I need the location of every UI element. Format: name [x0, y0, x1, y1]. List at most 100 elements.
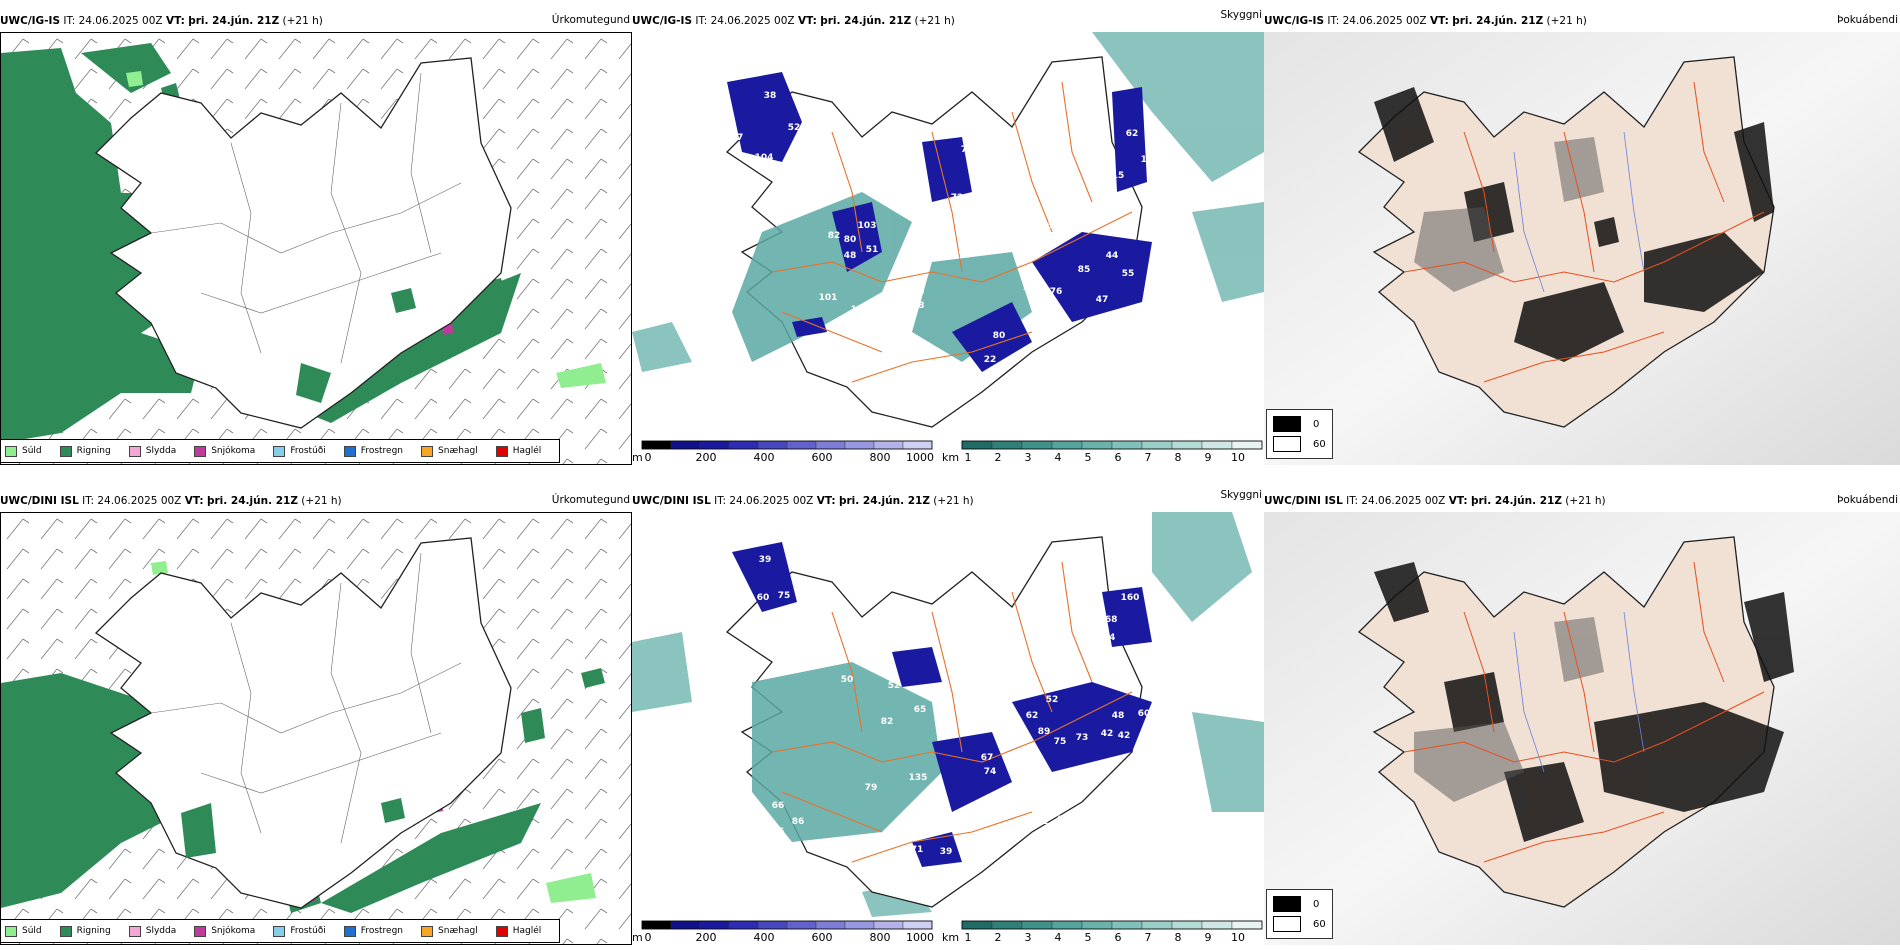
colorbar-bin — [1111, 440, 1143, 450]
iceland-coast — [94, 57, 512, 429]
legend-item: Rigning — [59, 445, 111, 457]
low-cloud-areas — [727, 72, 1152, 372]
cloud-base-colorbar-bins — [641, 920, 933, 930]
panel-header: UWC/DINI ISL IT: 24.06.2025 00Z VT: þri.… — [1264, 490, 1900, 512]
value-label: 106 — [999, 203, 1018, 213]
colorbar-bin — [1201, 920, 1233, 930]
value-label: 156 — [906, 287, 925, 297]
value-label: 48 — [844, 251, 857, 261]
colorbar-bin — [699, 440, 730, 450]
colorbar-bin — [1051, 440, 1083, 450]
visibility-tick: 6 — [1115, 931, 1122, 943]
visibility-tick: 4 — [1055, 451, 1062, 463]
value-label: 75 — [1054, 737, 1067, 747]
value-label: 73 — [1076, 733, 1089, 743]
value-label: 67 — [981, 753, 994, 763]
cloud-base-colorbar-bins — [641, 440, 933, 450]
value-label: 46 — [688, 249, 701, 259]
fog-index-map[interactable] — [1264, 512, 1900, 945]
fog-index-map[interactable] — [1264, 32, 1900, 465]
legend-item: Snjókoma — [194, 925, 255, 937]
visibility-tick: 7 — [1145, 931, 1152, 943]
legend-item: Slydda — [128, 445, 176, 457]
fog-swatch — [1273, 416, 1301, 432]
init-time: IT: 24.06.2025 00Z — [1346, 495, 1446, 507]
value-label: 56 — [772, 827, 785, 837]
valid-time-label: VT: — [816, 495, 836, 507]
cloud-base-tick: 0 — [645, 931, 652, 943]
colorbar-bin — [1081, 440, 1113, 450]
value-label: 50 — [841, 675, 854, 685]
visibility-tick: 1 — [965, 931, 972, 943]
cloud-base-tick: 800 — [870, 931, 891, 943]
colorbar-bin — [1021, 440, 1053, 450]
legend-swatch — [194, 445, 207, 457]
colorbar-bin — [815, 920, 846, 930]
valid-time-label: VT: — [165, 15, 185, 27]
valid-time: þri. 24.jún. 21Z — [1452, 15, 1544, 27]
value-label: 66 — [772, 801, 785, 811]
init-time: IT: 24.06.2025 00Z — [695, 15, 795, 27]
cloud-base-tick: 1000 — [906, 451, 934, 463]
value-label: 82 — [881, 717, 894, 727]
value-label: 104 — [755, 153, 774, 163]
colorbar-bin — [1141, 440, 1173, 450]
precip-type-panel-2: UWC/DINI ISL IT: 24.06.2025 00Z VT: þri.… — [0, 490, 632, 945]
init-time: IT: 24.06.2025 00Z — [1327, 15, 1427, 27]
value-label: 65 — [914, 705, 927, 715]
value-label: 135 — [909, 773, 928, 783]
cloud-base-unit: m — [632, 451, 643, 463]
legend-swatch — [128, 445, 141, 457]
value-label: 103 — [858, 221, 877, 231]
model-name: UWC/DINI ISL — [0, 495, 79, 507]
legend-swatch — [421, 445, 434, 457]
legend-item: Súld — [5, 445, 42, 457]
value-label: 60 — [1138, 709, 1151, 719]
value-label: 79 — [865, 783, 878, 793]
cloud-base-tick: 1000 — [906, 931, 934, 943]
visibility-map[interactable]: 71 38 52 57 104 103 80 82 48 51 46 101 1… — [632, 32, 1264, 439]
legend-item: Slydda — [128, 925, 176, 937]
colorbar-bin — [991, 440, 1023, 450]
value-label: 39 — [759, 555, 772, 565]
visibility-tick: 1 — [965, 451, 972, 463]
colorbar-bin — [1051, 920, 1083, 930]
visibility-map[interactable]: 39 60 75 88 50 52 55 65 82 79 100 135 67… — [632, 512, 1264, 919]
visibility-tick: 9 — [1205, 931, 1212, 943]
visibility-tick: 3 — [1025, 451, 1032, 463]
colorbar-bin — [1201, 440, 1233, 450]
panel-header: UWC/DINI ISL IT: 24.06.2025 00Z VT: þri.… — [0, 490, 632, 512]
legend-item: Rigning — [59, 925, 111, 937]
model-name: UWC/IG-IS — [632, 15, 693, 27]
legend-swatch — [343, 445, 356, 457]
colorbar-bin — [991, 920, 1023, 930]
visibility-tick: 3 — [1025, 931, 1032, 943]
colorbar-bin — [961, 440, 993, 450]
value-label: 52 — [1046, 695, 1059, 705]
colorbar-bin — [844, 920, 875, 930]
value-label: 47 — [1096, 295, 1109, 305]
colorbar-bin — [641, 440, 672, 450]
visibility-unit: km — [942, 451, 959, 463]
value-label: 51 — [866, 245, 879, 255]
value-label: 49 — [1178, 641, 1191, 651]
colorbar-bin — [728, 920, 759, 930]
colorbar-bin — [757, 440, 788, 450]
valid-time: þri. 24.jún. 21Z — [1470, 495, 1562, 507]
value-label: 109 — [1023, 283, 1042, 293]
visibility-tick: 8 — [1175, 931, 1182, 943]
colorbar-bin — [815, 440, 846, 450]
panel-header: UWC/IG-IS IT: 24.06.2025 00Z VT: þri. 24… — [1264, 10, 1900, 32]
visibility-values: 71 38 52 57 104 103 80 82 48 51 46 101 1… — [688, 67, 1168, 401]
colorbar-bin — [1111, 920, 1143, 930]
visibility-tick: 4 — [1055, 931, 1062, 943]
colorbar-bin — [699, 920, 730, 930]
value-label: 44 — [1046, 327, 1059, 337]
precip-map[interactable] — [0, 32, 632, 465]
fog-index-legend: 0 60 — [1266, 889, 1333, 939]
precip-map[interactable] — [0, 512, 632, 945]
legend-item: Snæhagl — [421, 445, 478, 457]
colorbar-bin — [641, 920, 672, 930]
cloud-base-tick: 800 — [870, 451, 891, 463]
visibility-tick: 7 — [1145, 451, 1152, 463]
